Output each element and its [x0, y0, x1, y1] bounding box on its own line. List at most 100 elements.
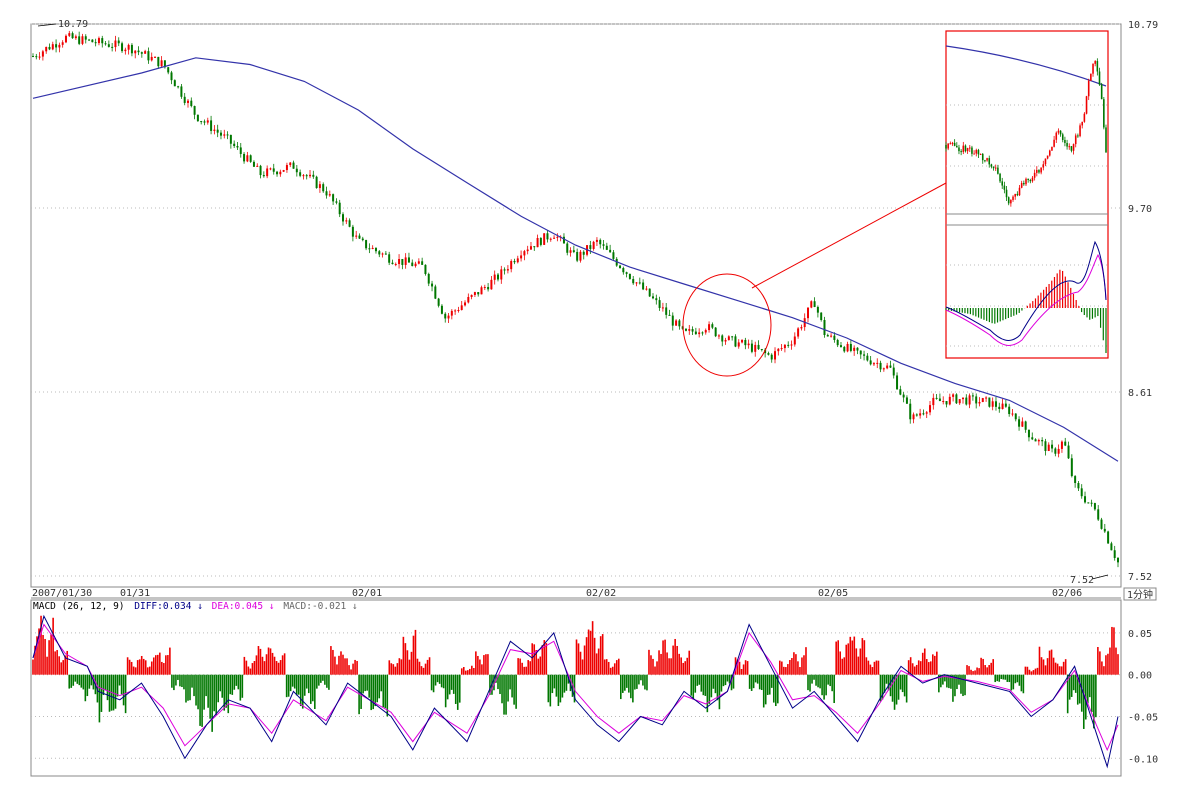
candle-body — [318, 184, 321, 189]
candle-body — [1097, 509, 1100, 520]
inset-candle-body — [1046, 155, 1049, 159]
inset-candle-body — [1066, 142, 1068, 147]
candle-body — [721, 335, 724, 342]
candle-body — [1117, 557, 1119, 563]
inset-frame — [945, 30, 1109, 359]
candle-body — [490, 279, 493, 290]
price-grid — [31, 23, 1121, 577]
candle-body — [256, 165, 259, 167]
candle-body — [569, 250, 572, 253]
candle-body — [605, 245, 608, 250]
candle-body — [219, 132, 222, 136]
candle-body — [737, 342, 740, 347]
candle-body — [1100, 519, 1103, 529]
price-panel: 10.79 9.70 8.61 7.52 10.79 7.52 — [30, 19, 1158, 588]
x-label-2: 02/01 — [352, 588, 382, 599]
candle-body — [1054, 448, 1057, 454]
candle-body — [140, 52, 143, 54]
period-label[interactable]: 1分钟 — [1127, 588, 1153, 601]
candle-body — [78, 36, 81, 44]
candle-body — [506, 269, 509, 271]
candle-body — [282, 170, 285, 172]
candle-body — [121, 43, 124, 52]
inset-candle-body — [1005, 189, 1008, 198]
candle-body — [975, 396, 978, 404]
inset-candle-body — [1031, 177, 1034, 182]
inset-candle-body — [1023, 183, 1025, 185]
candle-body — [688, 329, 691, 331]
candle-body — [355, 235, 358, 237]
candle-body — [539, 238, 542, 245]
candle-body — [322, 184, 325, 192]
inset-candle-body — [994, 167, 997, 169]
candle-body — [661, 307, 664, 309]
inset-candle-body — [1103, 99, 1105, 128]
candle-body — [309, 174, 312, 177]
candle-body — [335, 201, 338, 203]
period-badge[interactable] — [1123, 587, 1157, 601]
candle-body — [566, 243, 569, 253]
inset-candle-body — [1029, 180, 1032, 182]
candle-body — [1051, 444, 1054, 449]
inset-candle-body — [949, 143, 952, 145]
candle-body — [187, 100, 189, 103]
candle-body — [1077, 483, 1080, 489]
inset-macd — [945, 269, 1107, 353]
candle-body — [200, 121, 203, 123]
candle-body — [107, 44, 110, 47]
candle-body — [407, 257, 410, 263]
candle-body — [401, 258, 404, 265]
candle-body — [414, 263, 417, 267]
inset-candle-body — [1059, 130, 1062, 135]
candle-body — [173, 80, 176, 87]
inset-candle-body — [960, 151, 962, 153]
candle-body — [64, 35, 67, 43]
candle-body — [622, 268, 625, 273]
candle-body — [487, 287, 490, 290]
candle-body — [68, 33, 71, 36]
inset-candle-body — [1074, 135, 1077, 145]
candle-body — [962, 397, 964, 400]
candle-body — [925, 412, 928, 414]
candle-body — [470, 294, 473, 297]
macd-panel: MACD (26, 12, 9) DIFF:0.034 ↓ DEA:0.045 … — [30, 599, 1158, 777]
candle-body — [839, 345, 842, 347]
candle-body — [655, 298, 658, 301]
candle-body — [206, 120, 209, 123]
candle-body — [58, 44, 61, 48]
inset-candle-body — [1077, 135, 1079, 137]
candle-body — [1014, 413, 1017, 420]
candle-body — [1090, 502, 1093, 504]
candle-body — [642, 282, 645, 290]
candle-body — [342, 214, 344, 222]
candle-body — [1021, 421, 1024, 427]
candle-body — [160, 60, 163, 67]
candle-body — [892, 367, 895, 376]
candle-body — [671, 315, 674, 326]
candle-body — [863, 354, 866, 356]
candle-body — [1041, 440, 1044, 442]
price-axis: 10.79 9.70 8.61 7.52 — [1128, 20, 1158, 583]
candle-body — [447, 315, 450, 319]
candle-body — [694, 331, 697, 335]
candle-body — [229, 134, 232, 144]
price-tick-label: 8.61 — [1128, 388, 1152, 399]
candle-body — [252, 161, 255, 167]
dea-arrow-icon: ↓ — [269, 601, 275, 612]
candle-body — [948, 396, 951, 405]
inset-candle-body — [973, 153, 975, 155]
candle-body — [543, 233, 546, 245]
candle-body — [299, 172, 302, 176]
price-panel-frame — [30, 23, 1122, 588]
candle-body — [477, 292, 480, 295]
candle-body — [431, 283, 434, 287]
candle-body — [378, 251, 381, 255]
diff-value: DIFF:0.034 — [134, 601, 191, 612]
inset-candle-body — [1018, 187, 1021, 196]
candle-body — [932, 397, 935, 406]
candle-body — [684, 328, 687, 331]
candle-body — [45, 46, 48, 52]
candle-body — [981, 398, 984, 403]
candle-body — [1087, 502, 1090, 504]
inset-candle-body — [1044, 158, 1047, 165]
